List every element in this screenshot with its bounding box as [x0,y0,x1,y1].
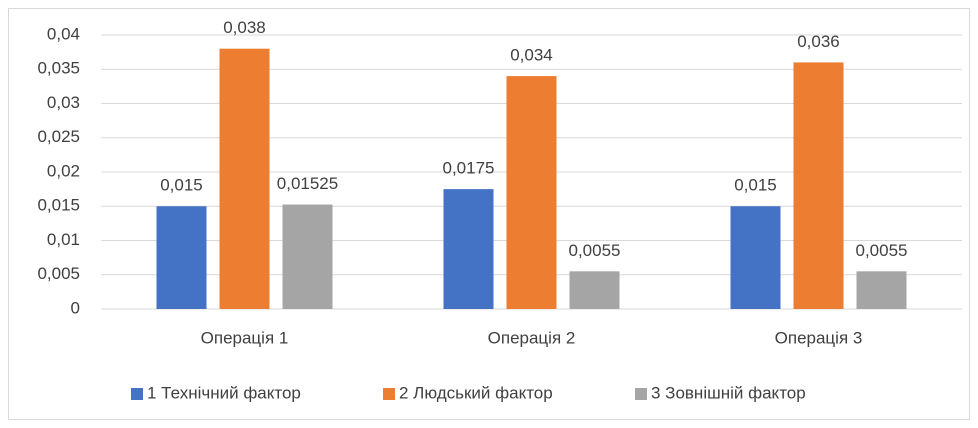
bar [506,76,557,309]
bar [793,62,844,310]
y-tick-label: 0,025 [37,127,80,146]
bar [569,271,620,309]
y-tick-label: 0,01 [47,230,80,249]
y-tick-label: 0,02 [47,161,80,180]
x-tick-label: Операція 3 [775,328,863,347]
value-label: 0,015 [734,176,777,195]
legend-swatch [635,388,647,400]
y-tick-label: 0,015 [37,196,80,215]
legend-swatch [383,388,395,400]
bar [730,206,781,309]
x-tick-label: Операція 1 [201,328,289,347]
y-tick-label: 0,005 [37,264,80,283]
legend-swatch [131,388,143,400]
value-label: 0,015 [160,176,203,195]
value-label: 0,036 [797,32,840,51]
y-tick-label: 0,035 [37,59,80,78]
y-tick-label: 0,04 [47,24,80,43]
y-tick-label: 0,03 [47,93,80,112]
legend-label: 1 Технічний фактор [147,383,301,402]
value-label: 0,0055 [856,241,908,260]
bar [156,206,207,309]
bar [219,48,270,309]
legend-label: 2 Людський фактор [399,383,553,402]
value-label: 0,034 [510,46,553,65]
y-tick-label: 0 [71,298,80,317]
value-label: 0,0175 [443,159,495,178]
bar [282,204,333,309]
x-tick-label: Операція 2 [488,328,576,347]
legend-label: 3 Зовнішній фактор [651,383,806,402]
bar [856,271,907,309]
value-label: 0,0055 [569,241,621,260]
value-label: 0,038 [223,18,266,37]
value-label: 0,01525 [277,174,338,193]
bar [443,189,494,309]
